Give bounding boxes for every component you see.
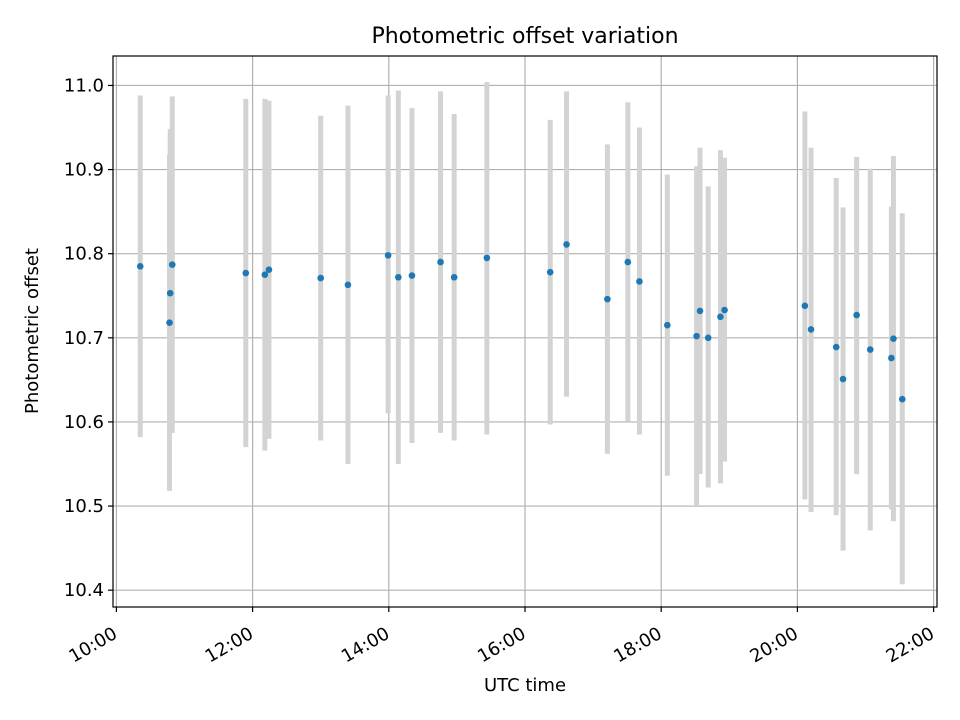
- data-point: [317, 274, 325, 282]
- y-tick-label: 10.5: [64, 496, 104, 517]
- data-point: [693, 332, 700, 340]
- x-axis-label: UTC time: [484, 675, 566, 696]
- data-point: [395, 273, 402, 281]
- data-point: [839, 375, 847, 383]
- data-point: [136, 263, 144, 270]
- data-point: [888, 354, 895, 362]
- data-point: [166, 319, 173, 326]
- data-point: [717, 313, 724, 321]
- data-points: [136, 241, 906, 403]
- data-point: [604, 295, 611, 303]
- data-point: [866, 346, 874, 353]
- data-point: [166, 289, 174, 297]
- data-point: [636, 278, 643, 285]
- data-point: [261, 271, 269, 279]
- data-point: [801, 302, 809, 310]
- data-point: [890, 335, 897, 342]
- data-point: [344, 281, 352, 289]
- y-tick-label: 10.9: [64, 160, 104, 181]
- data-point: [832, 343, 840, 351]
- data-point: [450, 273, 458, 281]
- data-point: [384, 252, 392, 259]
- data-point: [168, 261, 176, 268]
- y-tick-label: 10.7: [64, 328, 104, 349]
- data-point: [704, 334, 712, 342]
- data-point: [898, 395, 906, 403]
- chart-title: Photometric offset variation: [371, 24, 678, 49]
- y-tick-label: 10.8: [64, 244, 104, 265]
- data-point: [242, 269, 250, 277]
- y-tick-label: 11.0: [64, 75, 104, 96]
- data-point: [624, 258, 632, 266]
- y-tick-label: 10.4: [64, 580, 104, 601]
- data-point: [563, 241, 570, 248]
- data-point: [807, 326, 815, 333]
- data-point: [546, 268, 554, 276]
- data-point: [721, 306, 728, 314]
- data-point: [696, 307, 704, 315]
- data-point: [408, 272, 416, 279]
- data-point: [437, 258, 444, 266]
- data-point: [265, 266, 273, 273]
- data-point: [853, 311, 860, 319]
- data-point: [664, 321, 671, 329]
- y-tick-label: 10.6: [64, 412, 104, 433]
- grid-lines: [113, 56, 937, 607]
- y-axis-label: Photometric offset: [22, 248, 43, 414]
- data-point: [483, 254, 491, 262]
